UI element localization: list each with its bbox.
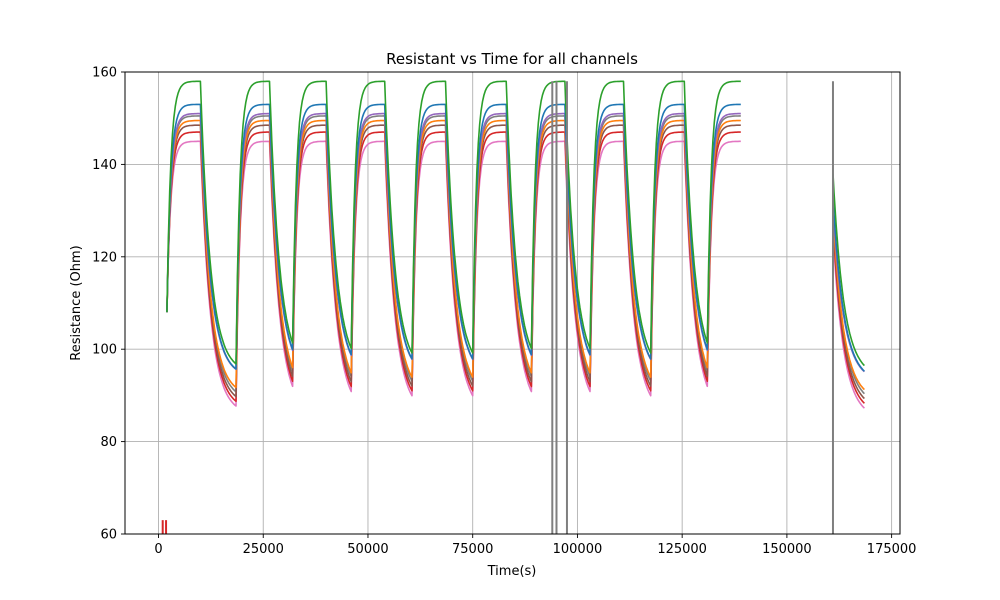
x-tick-label: 100000 xyxy=(553,542,603,557)
y-tick-label: 140 xyxy=(92,158,117,173)
series-group xyxy=(161,80,865,534)
x-tick-label: 50000 xyxy=(347,542,388,557)
x-tick-label: 125000 xyxy=(657,542,707,557)
y-tick-label: 60 xyxy=(100,528,117,543)
x-tick-label: 150000 xyxy=(762,542,812,557)
series-line xyxy=(166,119,741,389)
x-tick-label: 75000 xyxy=(452,542,493,557)
series-tail-line xyxy=(832,173,865,367)
series-tail-line xyxy=(832,196,865,372)
y-tick-label: 160 xyxy=(92,66,117,81)
y-axis-label: Resistance (Ohm) xyxy=(69,245,84,360)
ticks: 0 25000 50000 75000 100000 125000 150000 175000… xyxy=(92,66,916,558)
x-tick-label: 25000 xyxy=(243,542,284,557)
series-tail-line xyxy=(832,212,865,391)
x-tick-label: 0 xyxy=(154,542,162,557)
y-tick-label: 100 xyxy=(92,343,117,358)
y-tick-label: 120 xyxy=(92,250,117,265)
chart-title: Resistant vs Time for all channels xyxy=(386,50,638,68)
x-axis-label: Time(s) xyxy=(487,564,537,579)
series-line xyxy=(166,103,741,370)
plot-frame xyxy=(124,71,901,535)
series-line xyxy=(166,80,741,365)
x-tick-label: 175000 xyxy=(867,542,917,557)
y-tick-label: 80 xyxy=(100,435,117,450)
